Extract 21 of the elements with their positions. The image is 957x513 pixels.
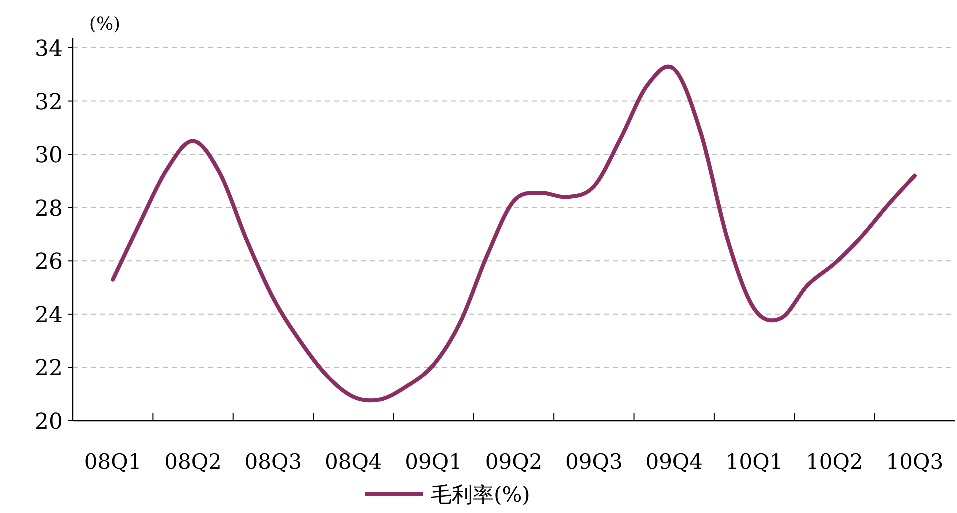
x-tick-label: 09Q3 <box>566 450 623 474</box>
x-tick-label: 08Q1 <box>84 450 142 474</box>
legend-label: 毛利率(%) <box>431 483 530 507</box>
y-tick-label: 20 <box>35 410 63 435</box>
x-tick-label: 10Q3 <box>886 450 944 474</box>
x-tick-label: 09Q2 <box>485 450 543 474</box>
x-tick-label: 08Q4 <box>324 450 382 474</box>
y-tick-label: 30 <box>35 144 63 169</box>
y-axis-title: (%) <box>89 14 121 35</box>
y-tick-label: 24 <box>35 303 63 328</box>
y-tick-label: 34 <box>35 37 63 62</box>
y-tick-label: 28 <box>35 196 63 222</box>
y-tick-label: 32 <box>35 90 63 116</box>
x-tick-label: 08Q2 <box>164 450 222 474</box>
x-tick-label: 10Q1 <box>726 450 784 474</box>
x-tick-label: 08Q3 <box>244 450 302 474</box>
y-tick-label: 26 <box>35 250 63 276</box>
x-tick-label: 09Q4 <box>646 450 704 474</box>
x-tick-label: 10Q2 <box>806 450 864 474</box>
y-tick-label: 22 <box>35 356 63 382</box>
x-tick-label: 09Q1 <box>405 450 462 474</box>
